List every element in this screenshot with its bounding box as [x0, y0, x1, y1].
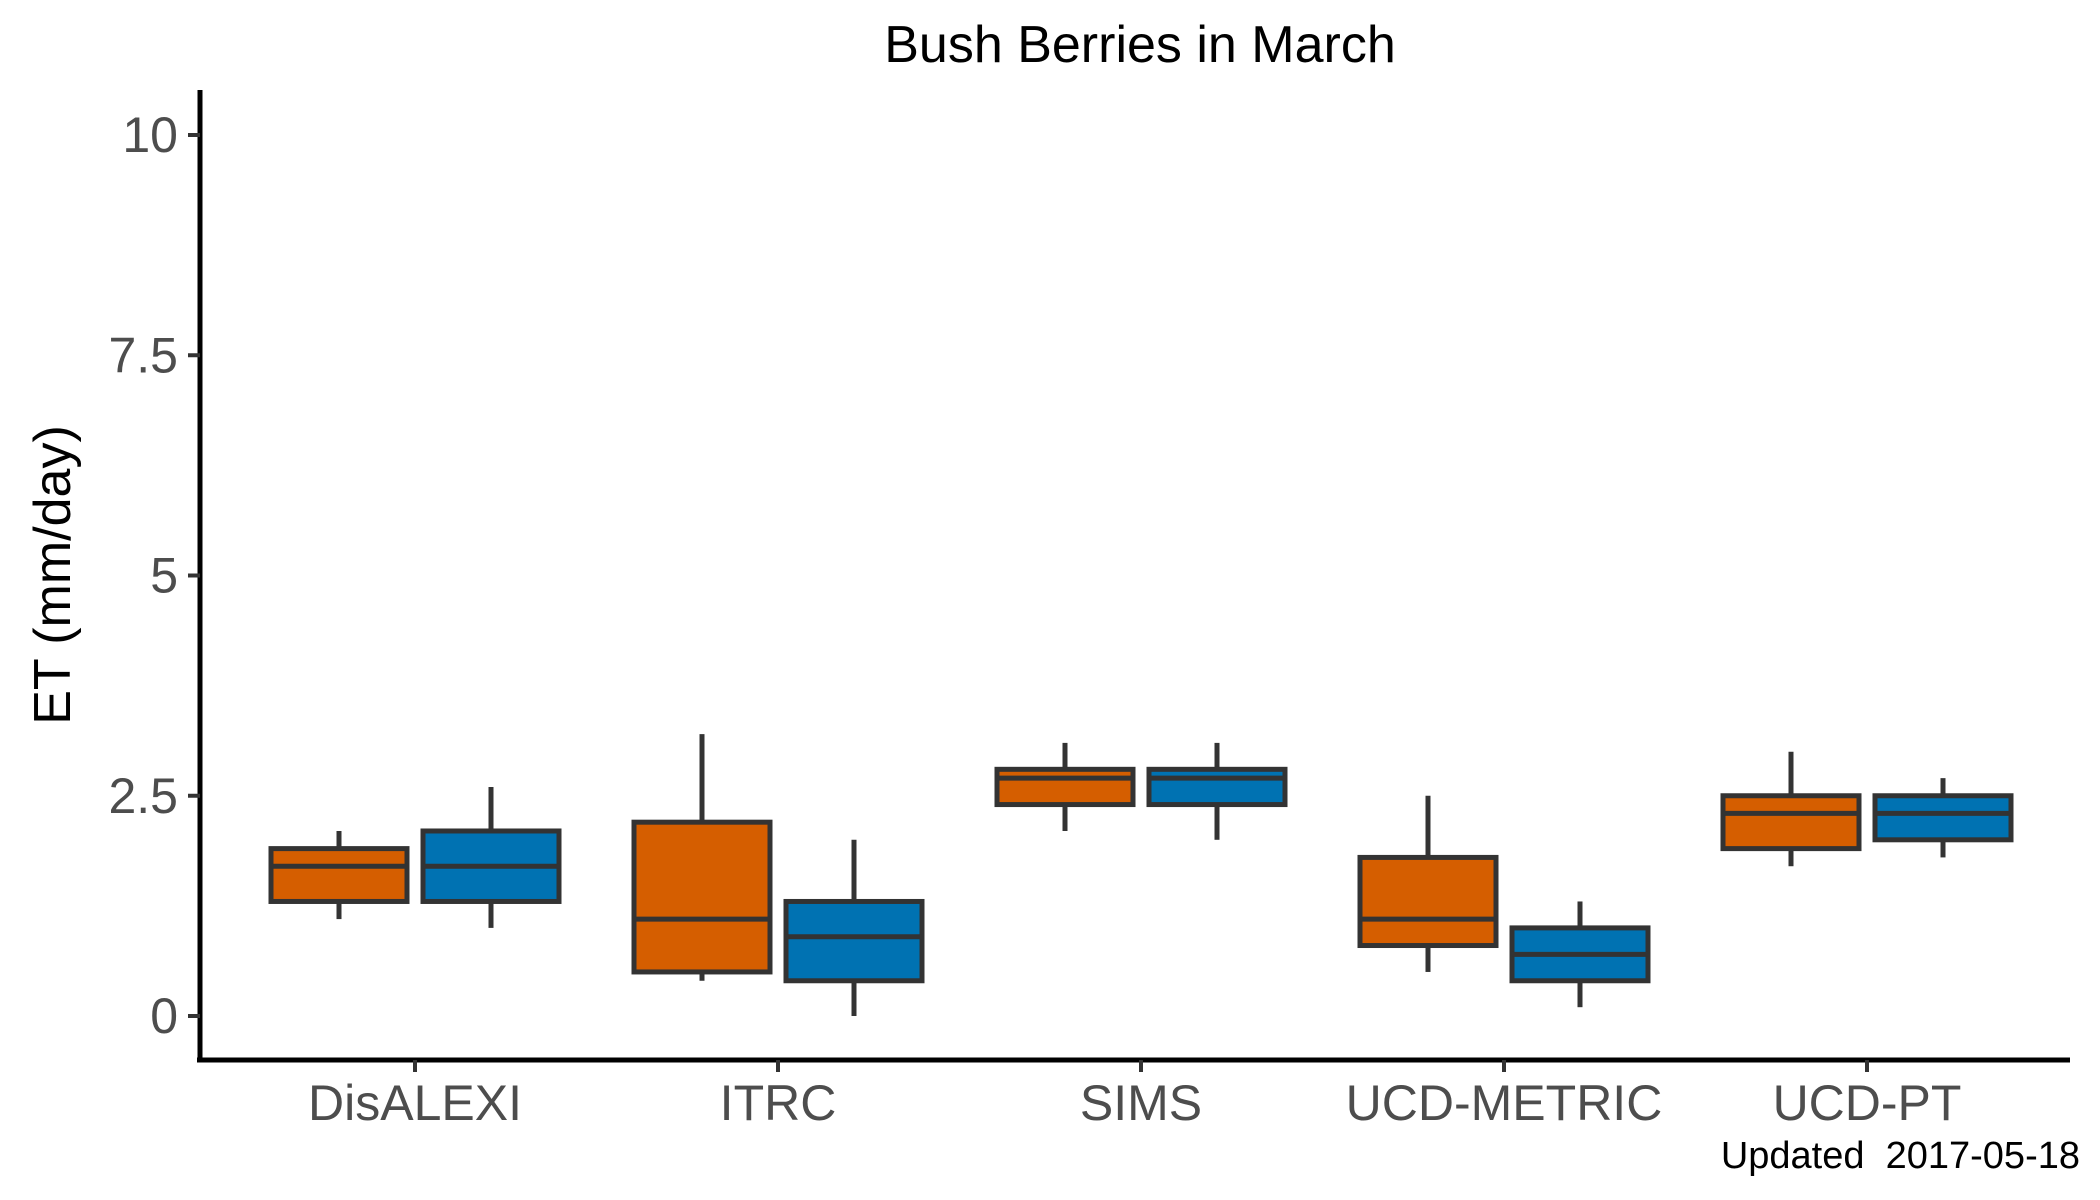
updated-note: Updated 2017-05-18: [1721, 1135, 2080, 1177]
plot-area: [268, 734, 2014, 1016]
box-ucd-pt-1: [1720, 751, 1862, 867]
y-tick-label: 2.5: [108, 768, 178, 824]
box-body: [1357, 854, 1499, 949]
y-tick-label: 5: [150, 548, 178, 604]
box-body: [631, 819, 773, 975]
box-body: [1872, 793, 2014, 843]
box-ucd-pt-2: [1872, 778, 2014, 858]
box-body: [268, 846, 410, 904]
box-body: [994, 766, 1136, 808]
box-sims-2: [1146, 742, 1288, 840]
x-axis-ticks: DisALEXI ITRC SIMS UCD-METRIC UCD-PT: [308, 1060, 1961, 1131]
box-disalexi-1: [268, 830, 410, 920]
y-tick-label: 10: [122, 107, 178, 163]
x-tick-label: UCD-PT: [1773, 1075, 1962, 1131]
box-ucd-metric-1: [1357, 795, 1499, 972]
y-tick-label: 0: [150, 988, 178, 1044]
y-axis-label: ET (mm/day): [24, 425, 82, 725]
x-tick-label: UCD-METRIC: [1346, 1075, 1663, 1131]
box-itrc-1: [631, 734, 773, 981]
box-sims-1: [994, 742, 1136, 831]
x-tick-label: SIMS: [1080, 1075, 1202, 1131]
box-disalexi-2: [420, 786, 562, 928]
box-body: [783, 898, 925, 984]
box-body: [1720, 793, 1862, 852]
box-body: [1146, 766, 1288, 808]
x-tick-label: DisALEXI: [308, 1075, 522, 1131]
y-axis-ticks: 0 2.5 5 7.5 10: [108, 107, 200, 1044]
box-itrc-2: [783, 839, 925, 1016]
box-ucd-metric-2: [1509, 901, 1651, 1008]
y-tick-label: 7.5: [108, 327, 178, 383]
x-tick-label: ITRC: [720, 1075, 837, 1131]
chart-title: Bush Berries in March: [884, 16, 1396, 74]
